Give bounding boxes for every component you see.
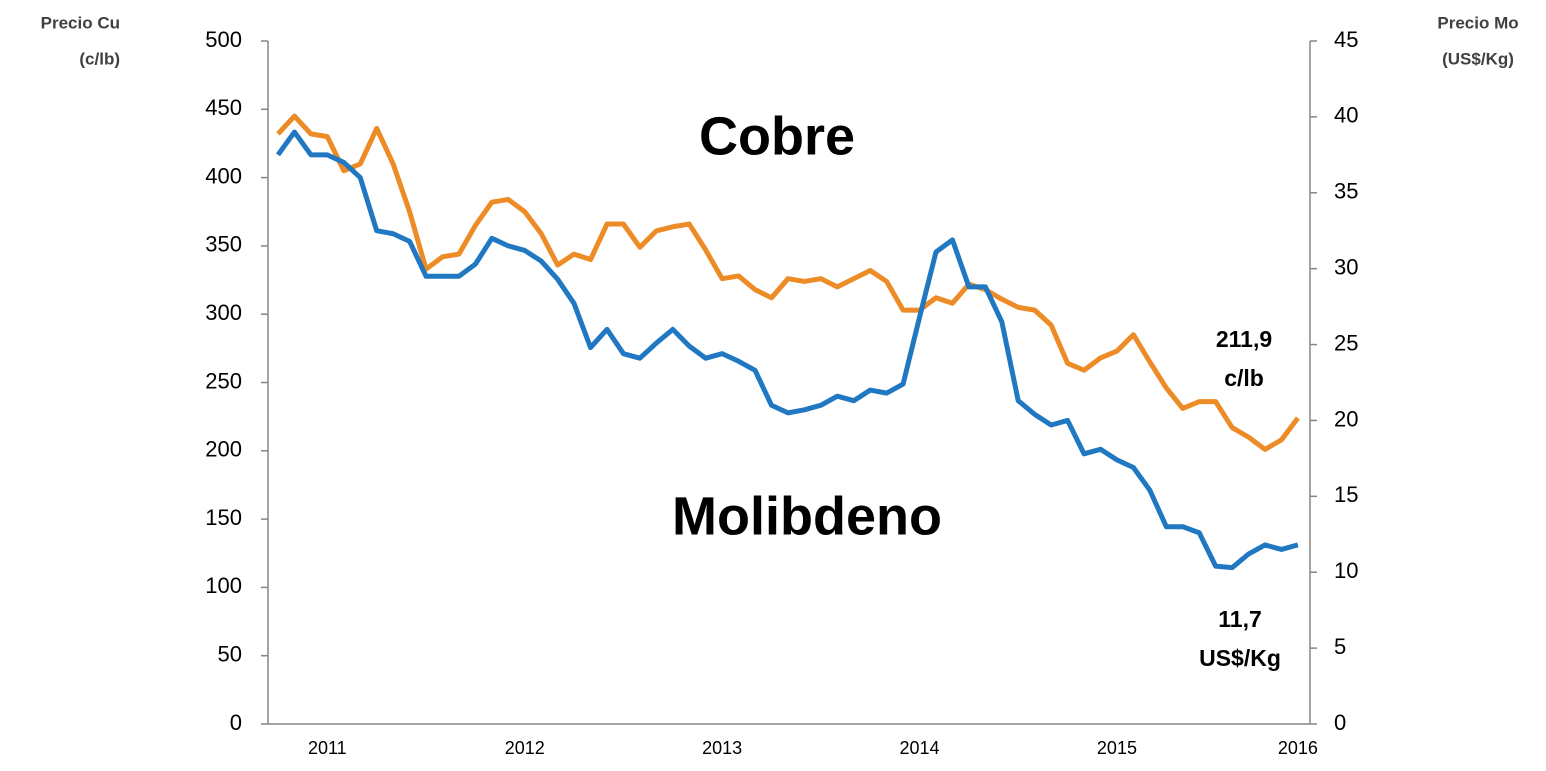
x-tick-label: 2011 (308, 738, 347, 758)
y2-axis-label: (US$/Kg) (1442, 49, 1514, 68)
annotation: 11,7 (1218, 606, 1262, 632)
y-axis-label: Precio Cu (41, 13, 120, 32)
y-axis-label: (c/lb) (79, 49, 120, 68)
y2-tick-label: 10 (1334, 558, 1358, 583)
y2-tick-label: 0 (1334, 710, 1346, 735)
series-label: Cobre (699, 106, 855, 166)
y-tick-label: 500 (205, 27, 242, 52)
y-tick-label: 450 (205, 95, 242, 120)
x-tick-label: 2015 (1097, 738, 1137, 758)
y2-tick-label: 35 (1334, 179, 1358, 204)
x-tick-label: 2014 (900, 738, 940, 758)
y2-tick-label: 25 (1334, 330, 1358, 355)
x-tick-label: 2016 (1278, 738, 1318, 758)
y-tick-label: 50 (218, 642, 242, 667)
line (275, 129, 1299, 571)
y2-tick-label: 20 (1334, 406, 1358, 431)
line (276, 113, 1300, 452)
y2-tick-label: 45 (1334, 27, 1358, 52)
annotation: c/lb (1224, 365, 1264, 391)
y-tick-label: 250 (205, 368, 242, 393)
x-tick-label: 2013 (702, 738, 742, 758)
y2-tick-label: 5 (1334, 634, 1346, 659)
y2-tick-label: 15 (1334, 482, 1358, 507)
y-tick-label: 0 (230, 710, 242, 735)
annotation: 211,9 (1216, 326, 1272, 352)
y-tick-label: 300 (205, 300, 242, 325)
y2-tick-label: 40 (1334, 103, 1358, 128)
annotation: US$/Kg (1199, 645, 1281, 671)
y2-axis-label: Precio Mo (1437, 13, 1518, 32)
series-label: Molibdeno (672, 486, 942, 546)
x-tick-label: 2012 (505, 738, 545, 758)
y-tick-label: 350 (205, 232, 242, 257)
y-tick-label: 400 (205, 163, 242, 188)
y-tick-label: 150 (205, 505, 242, 530)
y-tick-label: 100 (205, 573, 242, 598)
y-tick-label: 200 (205, 437, 242, 462)
y2-tick-label: 30 (1334, 254, 1358, 279)
